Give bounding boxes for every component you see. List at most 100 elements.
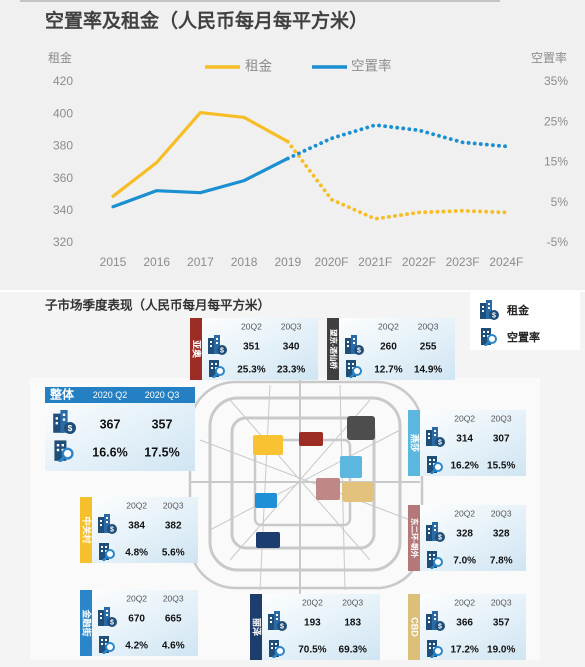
- period-label: 20Q3: [342, 597, 363, 607]
- rent-value: 328: [456, 529, 473, 540]
- panel-title: 子市场季度表现（人民币每月每平方米）: [45, 297, 270, 312]
- vacancy-value: 14.9%: [414, 365, 442, 376]
- vacancy-value: 70.5%: [298, 645, 326, 656]
- vacancy-value: 16.2%: [450, 461, 478, 472]
- series-line: [111, 110, 290, 198]
- district-name: 丽泽: [252, 618, 263, 636]
- district-card: 中关村 20Q2 384 4.8% 20Q3 382 5.6%: [80, 497, 198, 563]
- period-label: 20Q2: [454, 597, 475, 607]
- vacancy-value: 5.6%: [162, 548, 185, 559]
- x-tick-label: 2022F: [402, 255, 436, 269]
- period-label: 20Q3: [281, 321, 302, 331]
- rent-value: 340: [283, 342, 300, 353]
- district-name: 中关村: [82, 516, 93, 543]
- y2-axis-label: 空置率: [531, 50, 567, 65]
- x-tick-label: 2020F: [314, 255, 348, 269]
- vacancy-value: 4.8%: [125, 548, 148, 559]
- rent-value: 314: [456, 434, 473, 445]
- period-label: 20Q2: [302, 597, 323, 607]
- y-tick-label: 340: [53, 203, 73, 217]
- district-name: 金融街: [82, 608, 93, 636]
- district-card: 金融街 20Q2 670 4.2% 20Q3 665 4.6%: [80, 590, 198, 656]
- y2-tick-label: -5%: [547, 235, 569, 249]
- forecast-line: [285, 123, 509, 161]
- y-axis-label: 租金: [48, 50, 72, 65]
- district-bar: [190, 318, 202, 380]
- district-name: 亚奥: [192, 340, 203, 359]
- y-tick-label: 380: [53, 139, 73, 153]
- district-name: 燕莎: [410, 434, 421, 452]
- y-tick-label: 360: [53, 171, 73, 185]
- period-label: 20Q2: [241, 321, 262, 331]
- x-tick-label: 2019: [274, 255, 301, 269]
- y2-tick-label: 25%: [544, 114, 568, 128]
- y2-tick-label: 5%: [551, 195, 569, 209]
- x-tick-label: 2016: [143, 255, 170, 269]
- rent-value: 255: [420, 342, 437, 353]
- district-bar: [408, 505, 420, 571]
- vacancy-value: 4.2%: [125, 641, 148, 652]
- vacancy-value: 25.3%: [237, 365, 265, 376]
- vacancy-value: 7.0%: [453, 556, 476, 567]
- rent-value: 307: [493, 434, 510, 445]
- vacancy-value: 16.6%: [92, 445, 127, 459]
- rent-value: 328: [493, 529, 510, 540]
- period-label: 20Q3: [163, 500, 184, 510]
- panel-legend: 租金 空置率: [470, 292, 580, 350]
- vacancy-value: 12.7%: [374, 365, 402, 376]
- period-label: 20Q3: [491, 597, 512, 607]
- period-label: 20Q2: [454, 508, 475, 518]
- rent-value: 382: [165, 521, 182, 532]
- legend-label: 租金: [245, 59, 272, 74]
- period-label: 20Q2: [378, 321, 399, 331]
- district-card: 燕莎 20Q2 314 16.2% 20Q3 307 15.5%: [408, 410, 526, 476]
- vacancy-value: 4.6%: [162, 641, 185, 652]
- district-name: 东二环-朝外: [410, 518, 420, 558]
- district-name: 望京-酒仙桥: [329, 329, 339, 369]
- rent-value: 357: [493, 618, 510, 629]
- rent-value: 183: [344, 618, 361, 629]
- overall-card: 整体 2020 Q2 367 16.6% 2020 Q3 357 17.5%: [45, 387, 195, 471]
- vacancy-value: 19.0%: [487, 645, 515, 656]
- rent-value: 351: [243, 342, 260, 353]
- vacancy-value: 17.2%: [450, 645, 478, 656]
- x-tick-label: 2015: [100, 255, 127, 269]
- x-tick-label: 2021F: [358, 255, 392, 269]
- vacancy-value: 17.5%: [144, 445, 179, 459]
- period-label: 20Q3: [491, 508, 512, 518]
- overall-header: [45, 387, 195, 403]
- district-bar: [250, 594, 262, 660]
- rent-value: 260: [380, 342, 397, 353]
- district-blocks: [253, 416, 375, 548]
- rent-value: 384: [128, 521, 145, 532]
- x-tick-label: 2018: [231, 255, 258, 269]
- period-label: 2020 Q3: [145, 390, 180, 400]
- x-tick-label: 2023F: [446, 255, 480, 269]
- chart-title: 空置率及租金（人民币每月每平方米）: [45, 9, 368, 32]
- legend-label: 空置率: [351, 58, 392, 74]
- district-card: 东二环-朝外 20Q2 328 7.0% 20Q3 328 7.8%: [408, 505, 526, 571]
- district-name: CBD: [410, 617, 420, 637]
- vacancy-value: 23.3%: [277, 365, 305, 376]
- period-label: 20Q2: [126, 500, 147, 510]
- period-label: 20Q3: [418, 321, 439, 331]
- legend-vacancy: 空置率: [507, 330, 540, 344]
- rent-value: 366: [456, 618, 473, 629]
- y-tick-label: 400: [53, 106, 73, 120]
- period-label: 20Q3: [491, 413, 512, 423]
- y2-tick-label: 35%: [544, 74, 568, 88]
- rent-value: 670: [128, 614, 145, 625]
- rent-value: 357: [152, 417, 173, 431]
- district-bar: [80, 590, 92, 656]
- y-tick-label: 420: [53, 74, 73, 88]
- rent-value: 367: [100, 417, 121, 431]
- overall-name: 整体: [49, 387, 75, 402]
- vacancy-value: 15.5%: [487, 461, 515, 472]
- period-label: 20Q2: [126, 593, 147, 603]
- rent-value: 193: [304, 618, 321, 629]
- series-line: [111, 156, 290, 209]
- x-tick-label: 2024F: [489, 255, 523, 269]
- district-card: CBD 20Q2 366 17.2% 20Q3 357 19.0%: [408, 594, 526, 660]
- y-tick-label: 320: [53, 235, 73, 249]
